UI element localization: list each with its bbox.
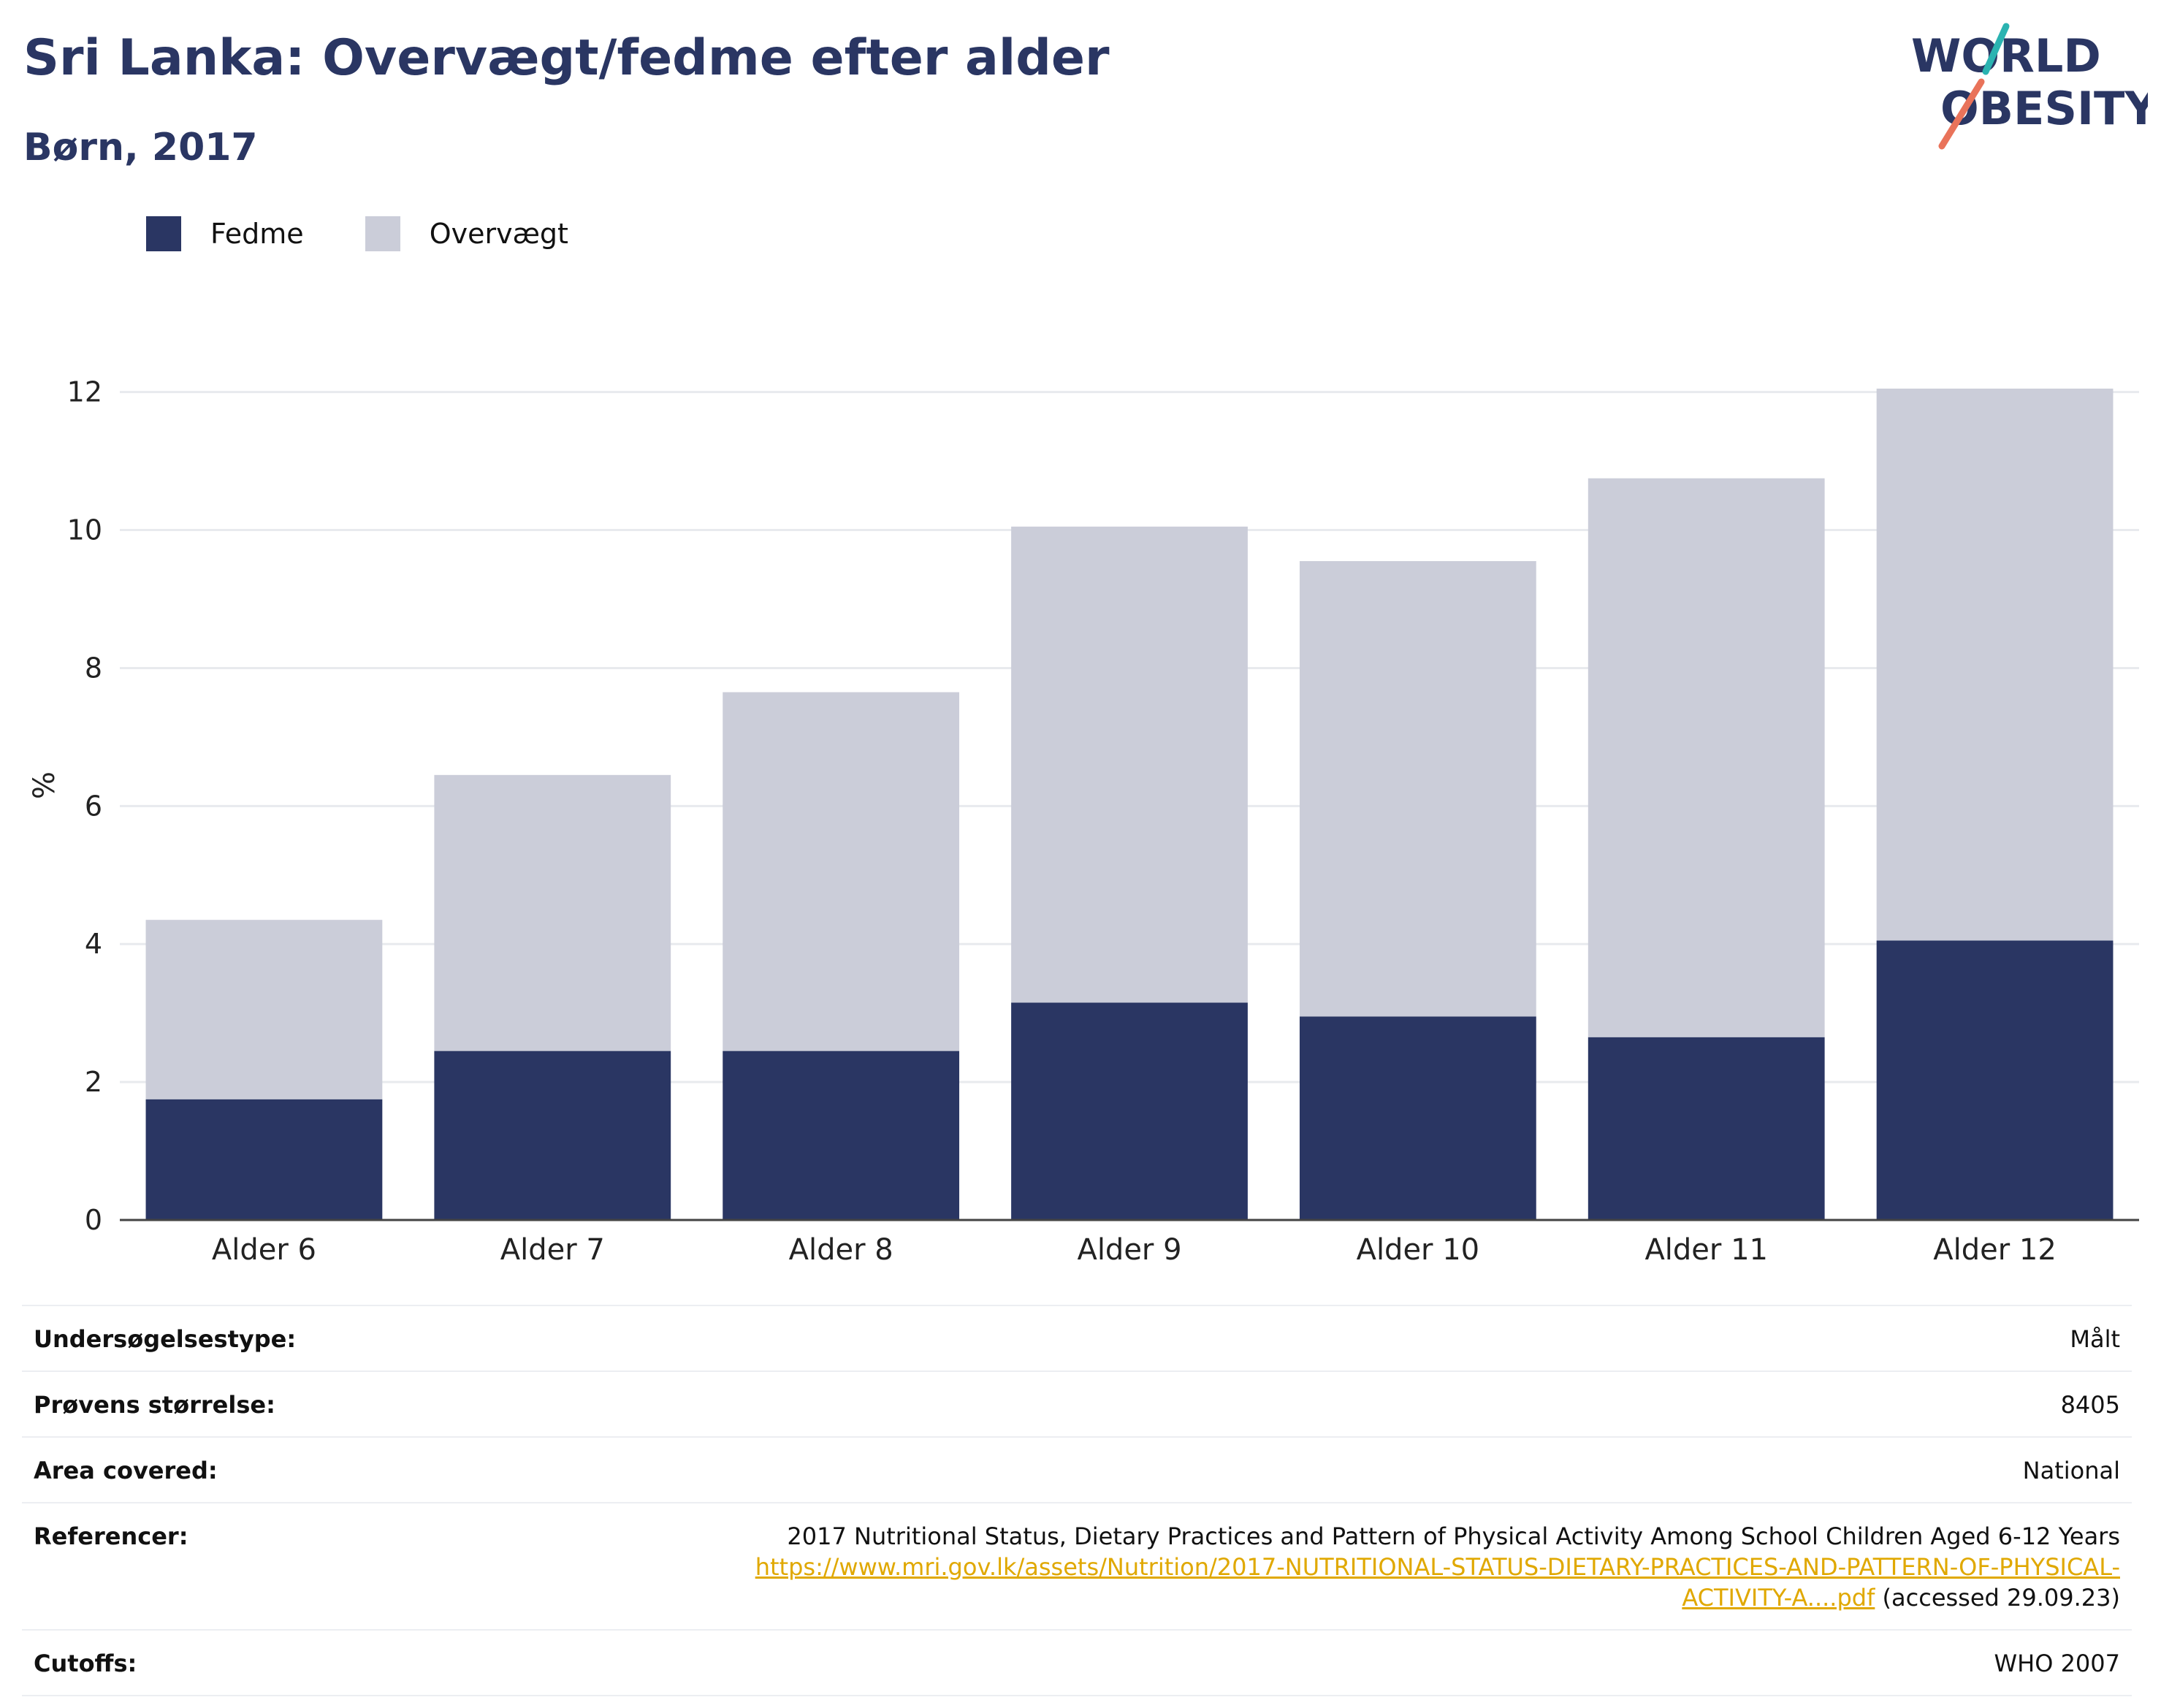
bar-overvaegt — [434, 774, 671, 1051]
reference-link-part1[interactable]: https://www.mri.gov.lk/assets/Nutrition/… — [755, 1553, 2120, 1581]
y-tick-label: 4 — [85, 928, 102, 960]
metadata-table: Undersøgelsestype: Målt Prøvens størrels… — [22, 1305, 2132, 1696]
y-axis-label: % — [28, 771, 61, 799]
meta-row-area: Area covered: National — [22, 1436, 2132, 1503]
x-tick-label: Alder 6 — [212, 1233, 316, 1267]
meta-value: WHO 2007 — [484, 1629, 2132, 1696]
logo-slash-teal — [1982, 23, 2010, 75]
chart-title: Sri Lanka: Overvægt/fedme efter alder — [23, 29, 1110, 87]
meta-row-cutoffs: Cutoffs: WHO 2007 — [22, 1629, 2132, 1696]
reference-accessed: (accessed 29.09.23) — [1875, 1584, 2120, 1612]
meta-value-references: 2017 Nutritional Status, Dietary Practic… — [484, 1502, 2132, 1631]
bar-fedme — [1299, 1016, 1536, 1220]
stacked-bar-chart: 0 2 4 6 8 10 12% Alder 6 Alder 7 Alder 8 Alder 9 Al… — [28, 376, 2139, 1267]
logo-line2: OBESITY — [1940, 82, 2148, 135]
x-tick-label: Alder 11 — [1644, 1233, 1768, 1267]
x-tick-label: Alder 7 — [500, 1233, 605, 1267]
meta-key: Prøvens størrelse: — [22, 1370, 484, 1438]
bar-fedme — [145, 1099, 383, 1220]
meta-row-survey-type: Undersøgelsestype: Målt — [22, 1305, 2132, 1372]
reference-link-part2[interactable]: ACTIVITY-A....pdf — [1682, 1584, 1875, 1612]
bar-overvaegt — [1876, 388, 2114, 941]
meta-key: Area covered: — [22, 1436, 484, 1503]
legend-swatch-overvaegt — [365, 216, 400, 251]
y-tick-label: 8 — [85, 652, 102, 684]
logo-line1: WORLD — [1911, 29, 2101, 83]
bar-fedme — [1011, 1002, 1248, 1220]
y-tick-label: 12 — [67, 376, 102, 408]
bar-fedme — [1588, 1037, 1825, 1220]
legend: Fedme Overvægt — [146, 216, 601, 251]
legend-item-fedme[interactable]: Fedme — [146, 216, 304, 251]
logo-slash-coral — [1938, 78, 1985, 150]
chart-subtitle: Børn, 2017 — [23, 126, 258, 169]
bar-overvaegt — [1299, 561, 1536, 1017]
world-obesity-logo: WORLD OBESITY — [1911, 23, 2148, 150]
meta-value: Målt — [484, 1305, 2132, 1372]
bar-overvaegt — [723, 692, 960, 1051]
bar-overvaegt — [1011, 526, 1248, 1003]
legend-item-overvaegt[interactable]: Overvægt — [365, 216, 568, 251]
legend-swatch-fedme — [146, 216, 181, 251]
meta-row-sample-size: Prøvens størrelse: 8405 — [22, 1370, 2132, 1438]
y-tick-label: 10 — [67, 514, 102, 546]
x-tick-label: Alder 8 — [789, 1233, 893, 1267]
bar-fedme — [434, 1051, 671, 1220]
bar-overvaegt — [145, 920, 383, 1099]
meta-key: Undersøgelsestype: — [22, 1305, 484, 1372]
meta-value: National — [484, 1436, 2132, 1503]
meta-row-references: Referencer: 2017 Nutritional Status, Die… — [22, 1502, 2132, 1631]
legend-label-overvaegt: Overvægt — [429, 218, 568, 250]
x-tick-label: Alder 9 — [1077, 1233, 1181, 1267]
y-tick-label: 6 — [85, 790, 102, 822]
meta-key: Cutoffs: — [22, 1629, 484, 1696]
y-tick-label: 2 — [85, 1066, 102, 1098]
legend-label-fedme: Fedme — [210, 218, 304, 250]
x-tick-label: Alder 10 — [1357, 1233, 1480, 1267]
y-tick-label: 0 — [85, 1204, 102, 1236]
bar-overvaegt — [1588, 478, 1825, 1037]
bar-fedme — [1876, 940, 2114, 1220]
meta-value: 8405 — [484, 1370, 2132, 1438]
reference-title: 2017 Nutritional Status, Dietary Practic… — [787, 1522, 2120, 1550]
meta-key: Referencer: — [22, 1502, 484, 1631]
x-tick-label: Alder 12 — [1933, 1233, 2057, 1267]
bar-fedme — [723, 1051, 960, 1220]
